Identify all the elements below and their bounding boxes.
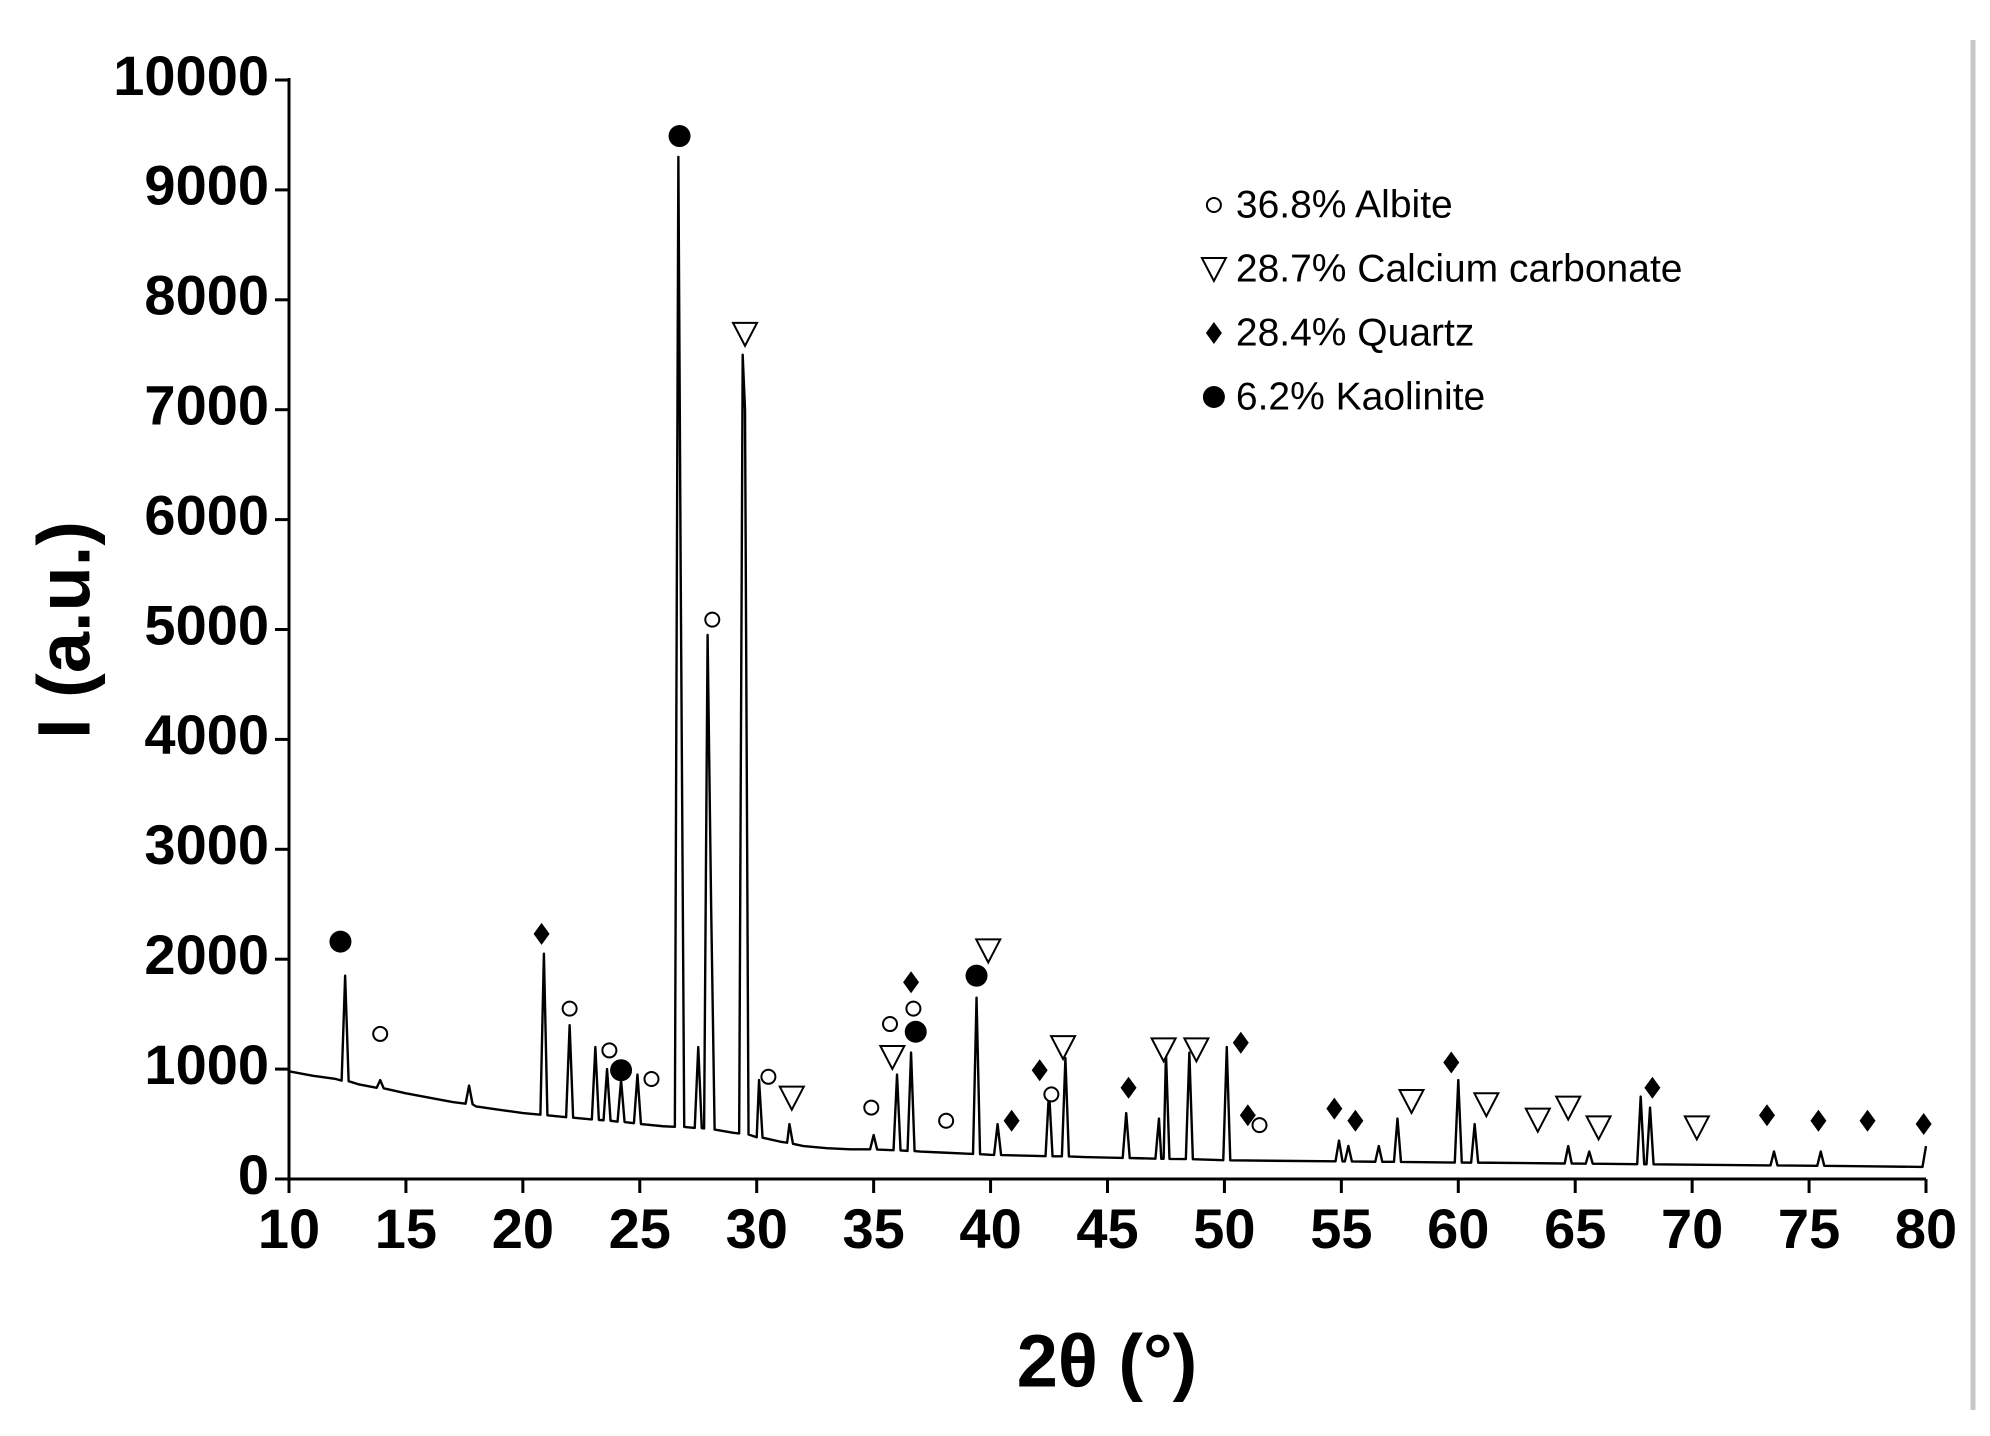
phase-marker (1584, 1115, 1613, 1142)
legend-marker (1202, 386, 1225, 408)
phase-marker (760, 1068, 777, 1085)
x-tick-label: 35 (842, 1197, 904, 1260)
legend-marker (1200, 257, 1228, 284)
x-tick-label: 40 (959, 1197, 1021, 1260)
x-tick-label: 30 (726, 1197, 788, 1260)
phase-marker (1149, 1037, 1178, 1064)
phase-marker (704, 611, 721, 628)
x-tick-label: 70 (1661, 1197, 1723, 1260)
phase-marker (1182, 1037, 1211, 1064)
phase-marker (1758, 1104, 1775, 1127)
phase-marker (778, 1085, 806, 1112)
phase-marker (905, 1000, 922, 1017)
phase-marker (965, 964, 988, 987)
phase-marker (878, 1045, 907, 1072)
phase-marker (974, 938, 1002, 965)
phase-marker (1232, 1031, 1249, 1054)
x-axis-title: 2θ (°) (1017, 1320, 1198, 1403)
phase-marker (1347, 1109, 1364, 1132)
phase-marker (610, 1059, 633, 1082)
x-tick-label: 10 (258, 1197, 320, 1260)
phase-marker (938, 1112, 955, 1129)
x-tick-label: 60 (1427, 1197, 1489, 1260)
y-tick-label: 8000 (144, 264, 269, 327)
y-tick-label: 1000 (144, 1033, 269, 1096)
phase-marker (1031, 1059, 1048, 1082)
phase-marker (1472, 1092, 1500, 1119)
xrd-pattern (288, 155, 1928, 1169)
y-axis-title: I (a.u.) (23, 521, 106, 739)
phase-marker (1810, 1109, 1827, 1132)
legend-marker (1205, 322, 1222, 344)
y-tick-label: 3000 (144, 813, 269, 876)
phase-marker (329, 930, 352, 953)
phase-marker (1859, 1109, 1876, 1132)
phase-marker (601, 1042, 618, 1059)
x-tick-label: 50 (1193, 1197, 1255, 1260)
y-tick-label: 4000 (144, 703, 269, 766)
phase-marker (372, 1025, 389, 1042)
phase-marker (1524, 1107, 1552, 1134)
phase-marker (903, 971, 920, 994)
x-tick-label: 75 (1778, 1197, 1840, 1260)
phase-marker (1915, 1113, 1932, 1136)
phase-marker (1644, 1076, 1661, 1099)
y-tick-label: 9000 (144, 154, 269, 217)
phase-marker (882, 1016, 899, 1033)
phase-marker (1443, 1051, 1460, 1074)
phase-marker (1120, 1076, 1137, 1099)
y-tick-label: 2000 (144, 923, 269, 986)
y-tick-label: 7000 (144, 373, 269, 436)
x-tick-label: 65 (1544, 1197, 1606, 1260)
phase-marker (1397, 1088, 1426, 1116)
phase-marker (1554, 1095, 1582, 1122)
legend-label: 6.2% Kaolinite (1236, 375, 1485, 418)
phase-marker (1239, 1104, 1256, 1127)
legend-label: 36.8% Albite (1236, 183, 1453, 226)
y-tick-label: 6000 (144, 483, 269, 546)
phase-marker (561, 1000, 578, 1017)
phase-marker (668, 125, 691, 148)
phase-marker (904, 1020, 927, 1043)
legend-label: 28.7% Calcium carbonate (1236, 247, 1683, 290)
x-tick-label: 55 (1310, 1197, 1372, 1260)
y-tick-label: 0 (238, 1143, 269, 1206)
phase-marker (863, 1099, 880, 1116)
y-tick-label: 5000 (144, 593, 269, 656)
phase-marker (643, 1070, 660, 1087)
phase-marker (1003, 1109, 1020, 1132)
phase-marker (1251, 1117, 1268, 1134)
x-tick-label: 80 (1895, 1197, 1957, 1260)
phase-marker (1049, 1035, 1077, 1062)
legend-label: 28.4% Quartz (1236, 311, 1474, 354)
phase-marker (731, 321, 759, 349)
phase-marker (1683, 1115, 1711, 1142)
phase-marker (1326, 1097, 1343, 1120)
phase-marker (1043, 1086, 1060, 1103)
y-tick-label: 10000 (113, 44, 269, 107)
x-tick-label: 15 (375, 1197, 437, 1260)
x-tick-label: 20 (492, 1197, 554, 1260)
legend-marker (1205, 197, 1222, 213)
phase-marker (533, 922, 550, 945)
x-tick-label: 45 (1076, 1197, 1138, 1260)
x-tick-label: 25 (609, 1197, 671, 1260)
